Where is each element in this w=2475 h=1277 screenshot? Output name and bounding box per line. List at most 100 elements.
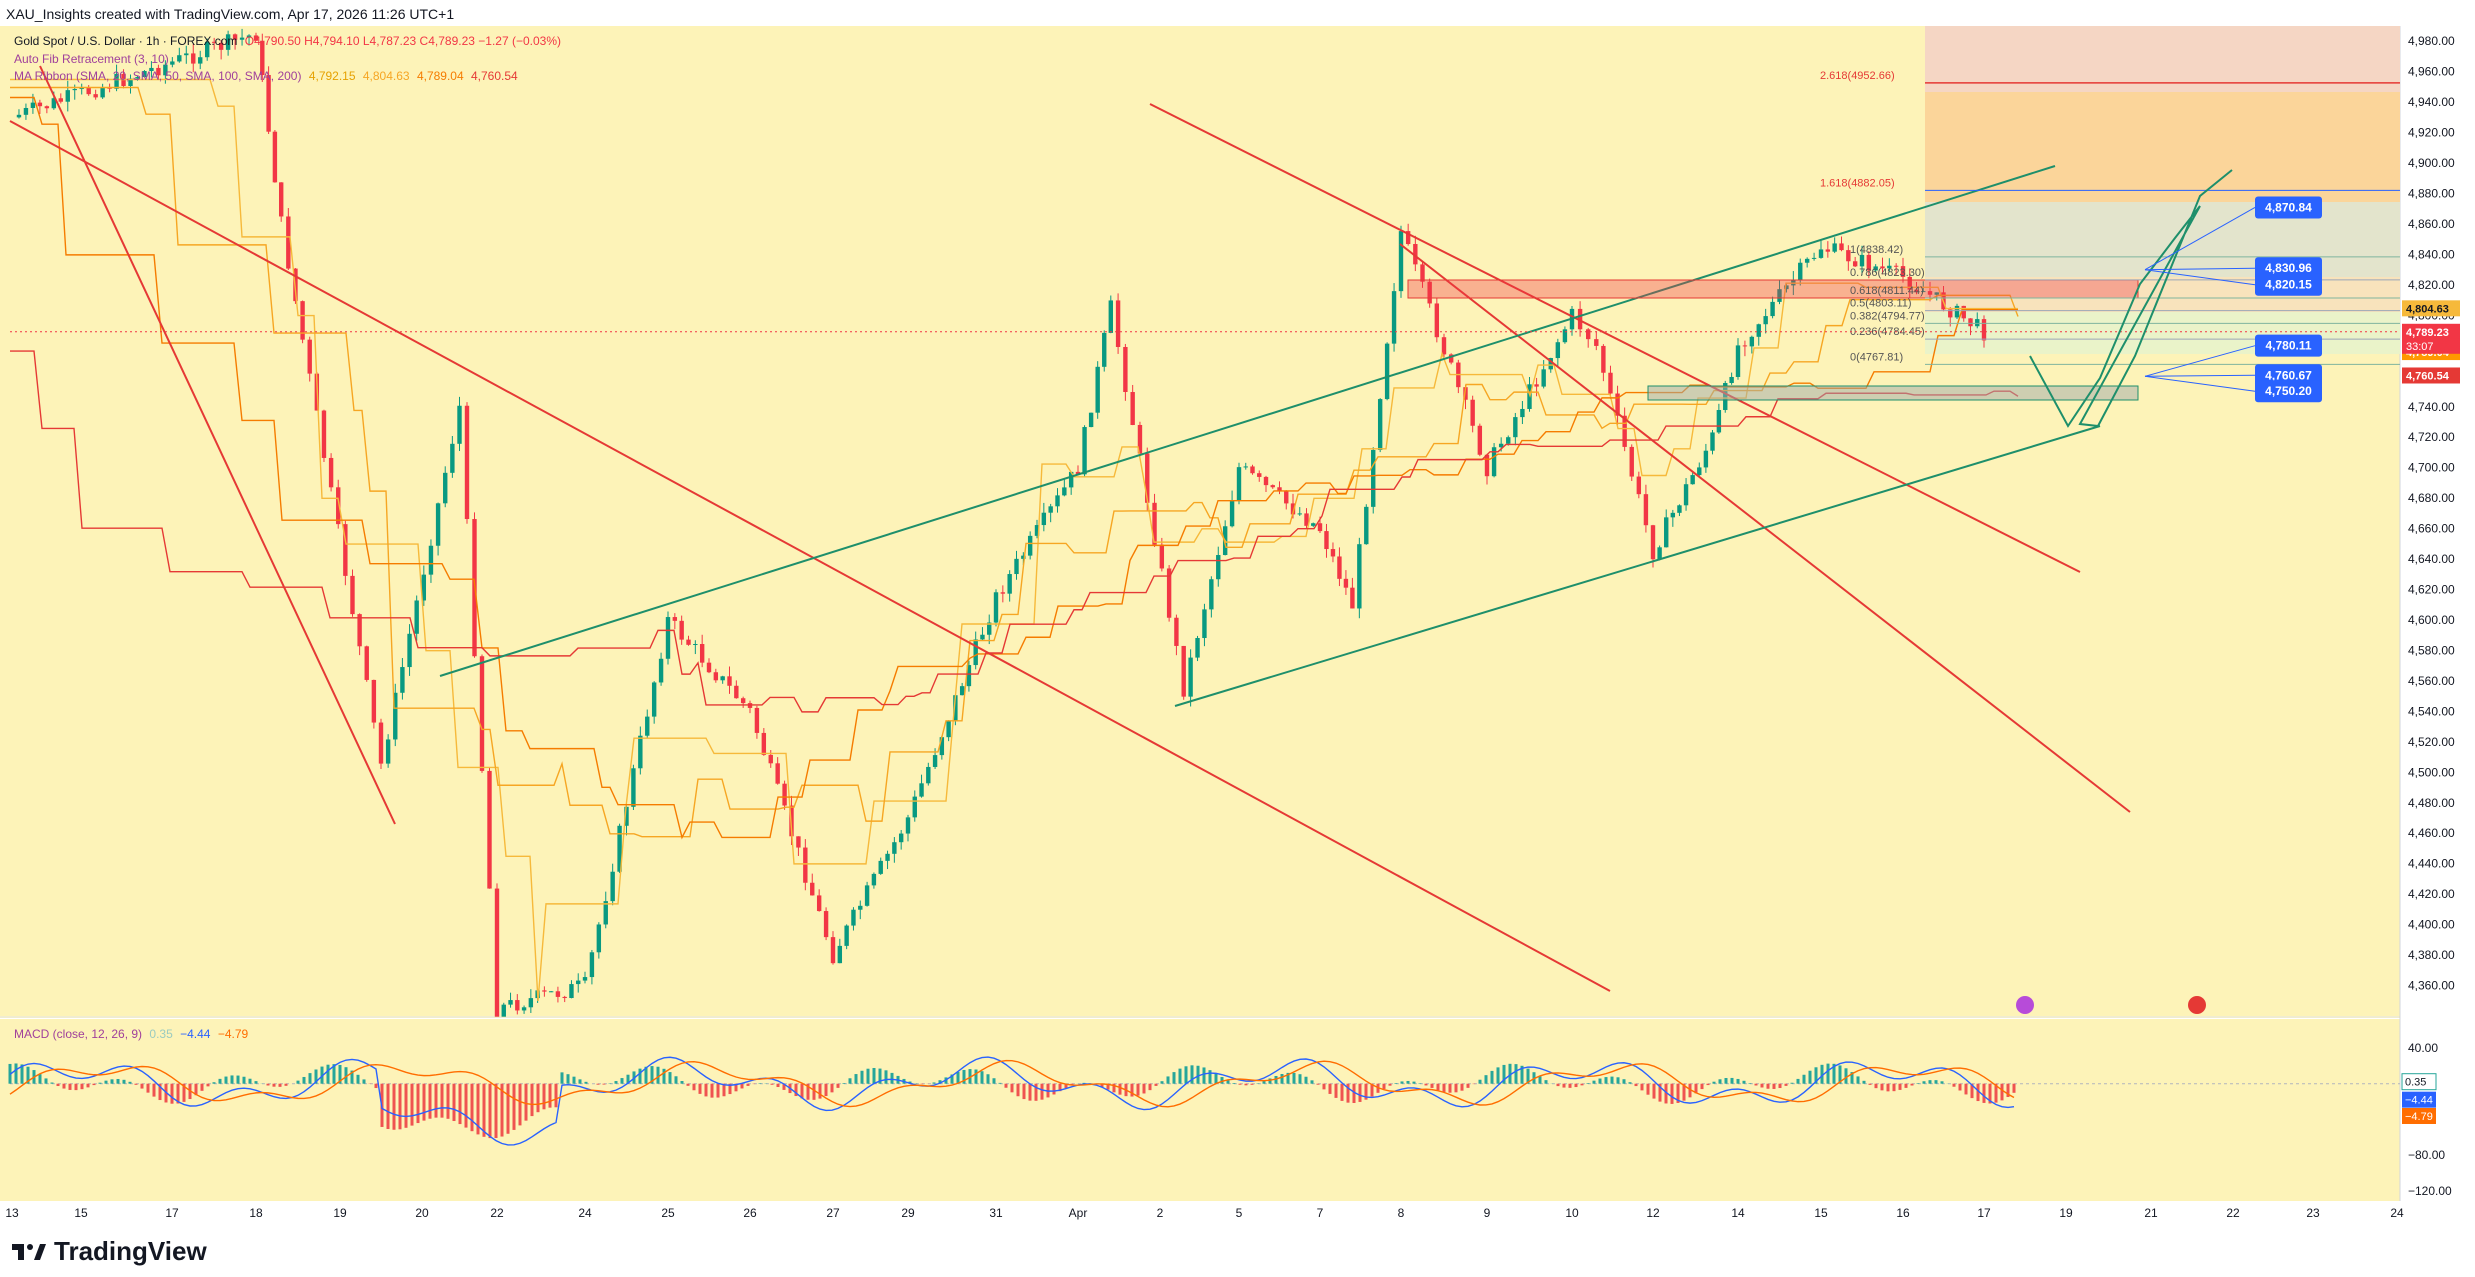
macd-hist-bar: [866, 1068, 870, 1084]
candle-body: [1243, 466, 1248, 468]
candle-body: [1250, 466, 1255, 474]
macd-hist-bar: [812, 1083, 816, 1100]
macd-hist-bar: [584, 1081, 588, 1084]
macd-hist-bar: [806, 1083, 810, 1100]
candle-body: [658, 658, 664, 683]
fib-level-label: 1(4838.42): [1850, 244, 1903, 256]
candle-body: [596, 924, 602, 953]
legend-ma-row[interactable]: MA Ribbon (SMA, 20, SMA, 50, SMA, 100, S…: [14, 69, 518, 83]
macd-hist-bar: [242, 1076, 246, 1084]
price-tick-label: 4,380.00: [2408, 948, 2455, 962]
macd-hist-bar: [1382, 1083, 1386, 1090]
macd-hist-bar: [542, 1083, 546, 1110]
candle-body: [279, 182, 284, 217]
axis-price-tag: [2402, 323, 2460, 340]
candle-body: [1343, 578, 1349, 588]
macd-hist-bar: [770, 1083, 774, 1085]
candle-body: [508, 1000, 513, 1005]
candle-body: [858, 905, 863, 910]
axis-price-tag: [2402, 300, 2460, 317]
macd-hist-bar: [1274, 1075, 1278, 1084]
header-caption: XAU_Insights created with TradingView.co…: [6, 6, 455, 22]
candle-body: [905, 817, 911, 834]
macd-hist-bar: [1010, 1083, 1014, 1093]
legend-fib[interactable]: Auto Fib Retracement (3, 10): [14, 52, 169, 66]
macd-hist-bar: [1874, 1083, 1878, 1089]
macd-hist-bar: [980, 1071, 984, 1084]
macd-hist-bar: [1280, 1073, 1284, 1084]
macd-hist-bar: [1772, 1083, 1776, 1089]
candle-body: [1657, 547, 1662, 560]
macd-hist-bar: [728, 1083, 732, 1095]
price-label-text: 4,760.67: [2265, 368, 2312, 382]
candle-body: [1364, 506, 1369, 545]
macd-hist-bar: [578, 1079, 582, 1084]
candle-body: [803, 847, 808, 883]
fib-zone-lightgreen: [1925, 312, 2400, 354]
macd-hist-bar: [716, 1083, 720, 1098]
macd-hist-bar: [1694, 1083, 1698, 1094]
legend-ma-value-200: 4,760.54: [471, 69, 518, 83]
candle-body: [1683, 484, 1689, 506]
countdown-bg: [2402, 338, 2460, 354]
macd-hist-bar: [566, 1074, 570, 1084]
candle-body: [1710, 432, 1715, 451]
candle-body: [1166, 568, 1172, 618]
candle-body: [617, 825, 622, 872]
candle-body: [1021, 555, 1026, 559]
macd-hist-bar: [1028, 1083, 1032, 1101]
time-tick-label: 24: [578, 1206, 592, 1220]
candle-body: [260, 40, 265, 75]
price-tick-label: 4,840.00: [2408, 247, 2455, 261]
candle-body: [232, 34, 238, 40]
candle-body: [1130, 392, 1135, 425]
macd-hist-bar: [122, 1079, 126, 1084]
macd-hist-bar: [1724, 1078, 1728, 1084]
time-tick-label: 24: [2390, 1206, 2404, 1220]
price-tick-label: 4,480.00: [2408, 796, 2455, 810]
macd-hist-bar: [1244, 1083, 1248, 1086]
candle-body: [720, 676, 725, 681]
macd-hist-bar: [434, 1083, 438, 1118]
price-tick-label: 4,980.00: [2408, 34, 2455, 48]
macd-hist-bar: [548, 1083, 552, 1108]
price-tick-label: 4,860.00: [2408, 217, 2455, 231]
macd-hist-bar: [1304, 1076, 1308, 1084]
macd-hist-bar: [782, 1083, 786, 1090]
axis-price-tag-text: 4,789.23: [2406, 327, 2449, 339]
macd-hist-bar: [1778, 1083, 1782, 1089]
candle-body: [1921, 291, 1926, 293]
macd-axis-tag: [2402, 1091, 2436, 1108]
candle-body: [1577, 308, 1583, 330]
price-label-box: [2255, 273, 2322, 296]
candle-body: [1927, 291, 1933, 295]
candle-body: [734, 685, 739, 699]
macd-hist-bar: [674, 1076, 678, 1084]
macd-axis-tag: [2401, 1073, 2437, 1091]
macd-hist-bar: [572, 1076, 576, 1084]
macd-hist-bar: [968, 1069, 972, 1084]
candle-body: [428, 545, 434, 575]
macd-hist-bar: [320, 1066, 324, 1084]
candle-body: [177, 55, 182, 62]
time-tick-label: Apr: [1069, 1206, 1088, 1220]
macd-hist-bar: [1544, 1080, 1548, 1084]
candle-body: [1804, 258, 1810, 263]
tradingview-logo[interactable]: TradingView: [12, 1236, 207, 1267]
axis-price-tag-text: 4,760.54: [2406, 370, 2450, 382]
legend-macd-row[interactable]: MACD (close, 12, 26, 9) 0.35 −4.44 −4.79: [14, 1027, 248, 1041]
price-tick-label: 4,720.00: [2408, 430, 2455, 444]
macd-hist-bar: [1118, 1083, 1122, 1095]
candle-body: [225, 34, 231, 50]
candle-body: [1887, 265, 1892, 269]
macd-hist-bar: [1556, 1083, 1560, 1087]
price-tick-label: 4,740.00: [2408, 400, 2455, 414]
chart-canvas[interactable]: 13 15 17 18 19 20 22 24 25 26 27 29 31 Apr 2 5 7 8 9 10 12 14…: [0, 26, 2475, 1222]
candle-body: [1371, 449, 1376, 507]
macd-hist-bar: [1784, 1083, 1788, 1086]
macd-hist-bar: [1454, 1083, 1458, 1093]
macd-tick-label: −80.00: [2408, 1148, 2445, 1162]
candle-body: [1832, 243, 1837, 252]
time-tick-label: 15: [74, 1206, 88, 1220]
candle-body: [754, 707, 760, 733]
